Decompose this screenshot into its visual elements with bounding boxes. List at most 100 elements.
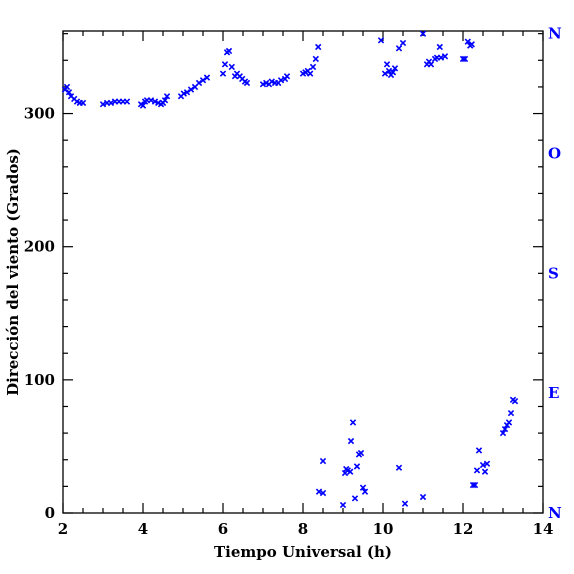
- data-point-stroke: [511, 397, 519, 405]
- y-tick-label: 0: [45, 504, 55, 522]
- data-point: [481, 468, 489, 475]
- data-point: [195, 79, 203, 87]
- data-point: [483, 460, 491, 467]
- x-tick-label: 12: [453, 520, 474, 538]
- data-point: [99, 101, 107, 108]
- compass-label: E: [548, 384, 559, 402]
- data-point: [315, 43, 322, 51]
- data-point: [351, 495, 359, 502]
- data-point: [401, 500, 409, 507]
- data-point: [507, 409, 515, 417]
- data-point-stroke: [469, 481, 477, 489]
- data-point: [475, 447, 483, 454]
- y-tick-label: 100: [24, 371, 55, 389]
- data-point: [163, 93, 171, 100]
- compass-label: S: [548, 264, 559, 282]
- data-point: [339, 501, 347, 509]
- data-point: [441, 53, 449, 60]
- data-point-stroke: [481, 468, 489, 475]
- data-point-stroke: [203, 74, 211, 81]
- data-point: [419, 493, 427, 501]
- data-point: [139, 102, 147, 109]
- x-tick-label: 4: [138, 520, 148, 538]
- data-point-stroke: [73, 98, 81, 105]
- data-point-stroke: [507, 409, 515, 417]
- data-point: [221, 61, 229, 68]
- data-point-stroke: [63, 83, 71, 91]
- x-axis-label: Tiempo Universal (h): [214, 543, 392, 561]
- data-point: [479, 461, 487, 469]
- data-point-stroke: [263, 79, 270, 87]
- x-tick-label: 8: [298, 520, 308, 538]
- data-point-stroke: [163, 93, 171, 100]
- data-point-stroke: [315, 43, 322, 51]
- compass-label: N: [548, 25, 562, 43]
- data-point-stroke: [99, 101, 107, 108]
- y-axis-label: Dirección del viento (Grados): [4, 148, 22, 396]
- data-point-stroke: [283, 73, 291, 80]
- data-point-stroke: [427, 61, 435, 68]
- data-point: [389, 69, 397, 76]
- data-point: [473, 467, 481, 474]
- data-point-stroke: [361, 488, 369, 495]
- data-point: [437, 54, 445, 61]
- data-point-stroke: [419, 30, 427, 37]
- data-point: [427, 61, 435, 68]
- data-point-stroke: [391, 65, 399, 72]
- data-point: [399, 39, 407, 47]
- data-point: [187, 86, 195, 93]
- data-point-stroke: [395, 464, 403, 471]
- x-tick-label: 10: [373, 520, 394, 538]
- plot-frame: [62, 30, 544, 514]
- data-point-stroke: [225, 47, 233, 55]
- data-point: [349, 419, 357, 426]
- data-point-stroke: [359, 484, 367, 491]
- data-point-stroke: [319, 457, 327, 465]
- data-point: [505, 419, 513, 426]
- data-point: [307, 70, 314, 77]
- data-point-stroke: [475, 447, 483, 454]
- data-point-stroke: [351, 495, 359, 502]
- data-point: [471, 481, 479, 489]
- y-tick-label: 300: [24, 105, 55, 123]
- data-point-stroke: [187, 86, 195, 93]
- data-point-stroke: [464, 38, 471, 45]
- data-point: [319, 457, 327, 465]
- compass-label: O: [548, 144, 561, 162]
- data-point-stroke: [473, 467, 481, 474]
- data-point: [309, 63, 317, 71]
- data-point-stroke: [319, 489, 327, 497]
- data-point: [219, 70, 227, 77]
- data-point: [383, 61, 391, 68]
- data-point-stroke: [441, 53, 449, 60]
- data-point: [63, 83, 71, 91]
- data-point-stroke: [228, 63, 235, 71]
- data-point: [419, 30, 427, 37]
- data-point: [461, 55, 469, 63]
- data-point-stroke: [395, 45, 403, 52]
- axis-ticks: [62, 31, 544, 514]
- data-point-stroke: [239, 75, 246, 83]
- data-point: [357, 449, 365, 457]
- data-point: [395, 45, 403, 52]
- data-point: [283, 73, 291, 80]
- data-point-stroke: [459, 55, 467, 63]
- data-point-stroke: [79, 99, 87, 107]
- data-point: [277, 77, 285, 84]
- data-point-stroke: [71, 95, 78, 103]
- data-point: [79, 99, 87, 107]
- data-point: [501, 425, 509, 433]
- data-point-stroke: [339, 501, 347, 509]
- data-point: [395, 464, 403, 471]
- data-point: [183, 89, 191, 96]
- data-point: [499, 429, 507, 437]
- data-point: [377, 37, 385, 44]
- data-point: [359, 484, 367, 491]
- data-point: [464, 38, 471, 45]
- data-point: [385, 67, 393, 75]
- data-point-stroke: [139, 102, 147, 109]
- compass-label: N: [548, 504, 562, 522]
- data-point: [391, 65, 399, 72]
- data-point-stroke: [401, 500, 409, 507]
